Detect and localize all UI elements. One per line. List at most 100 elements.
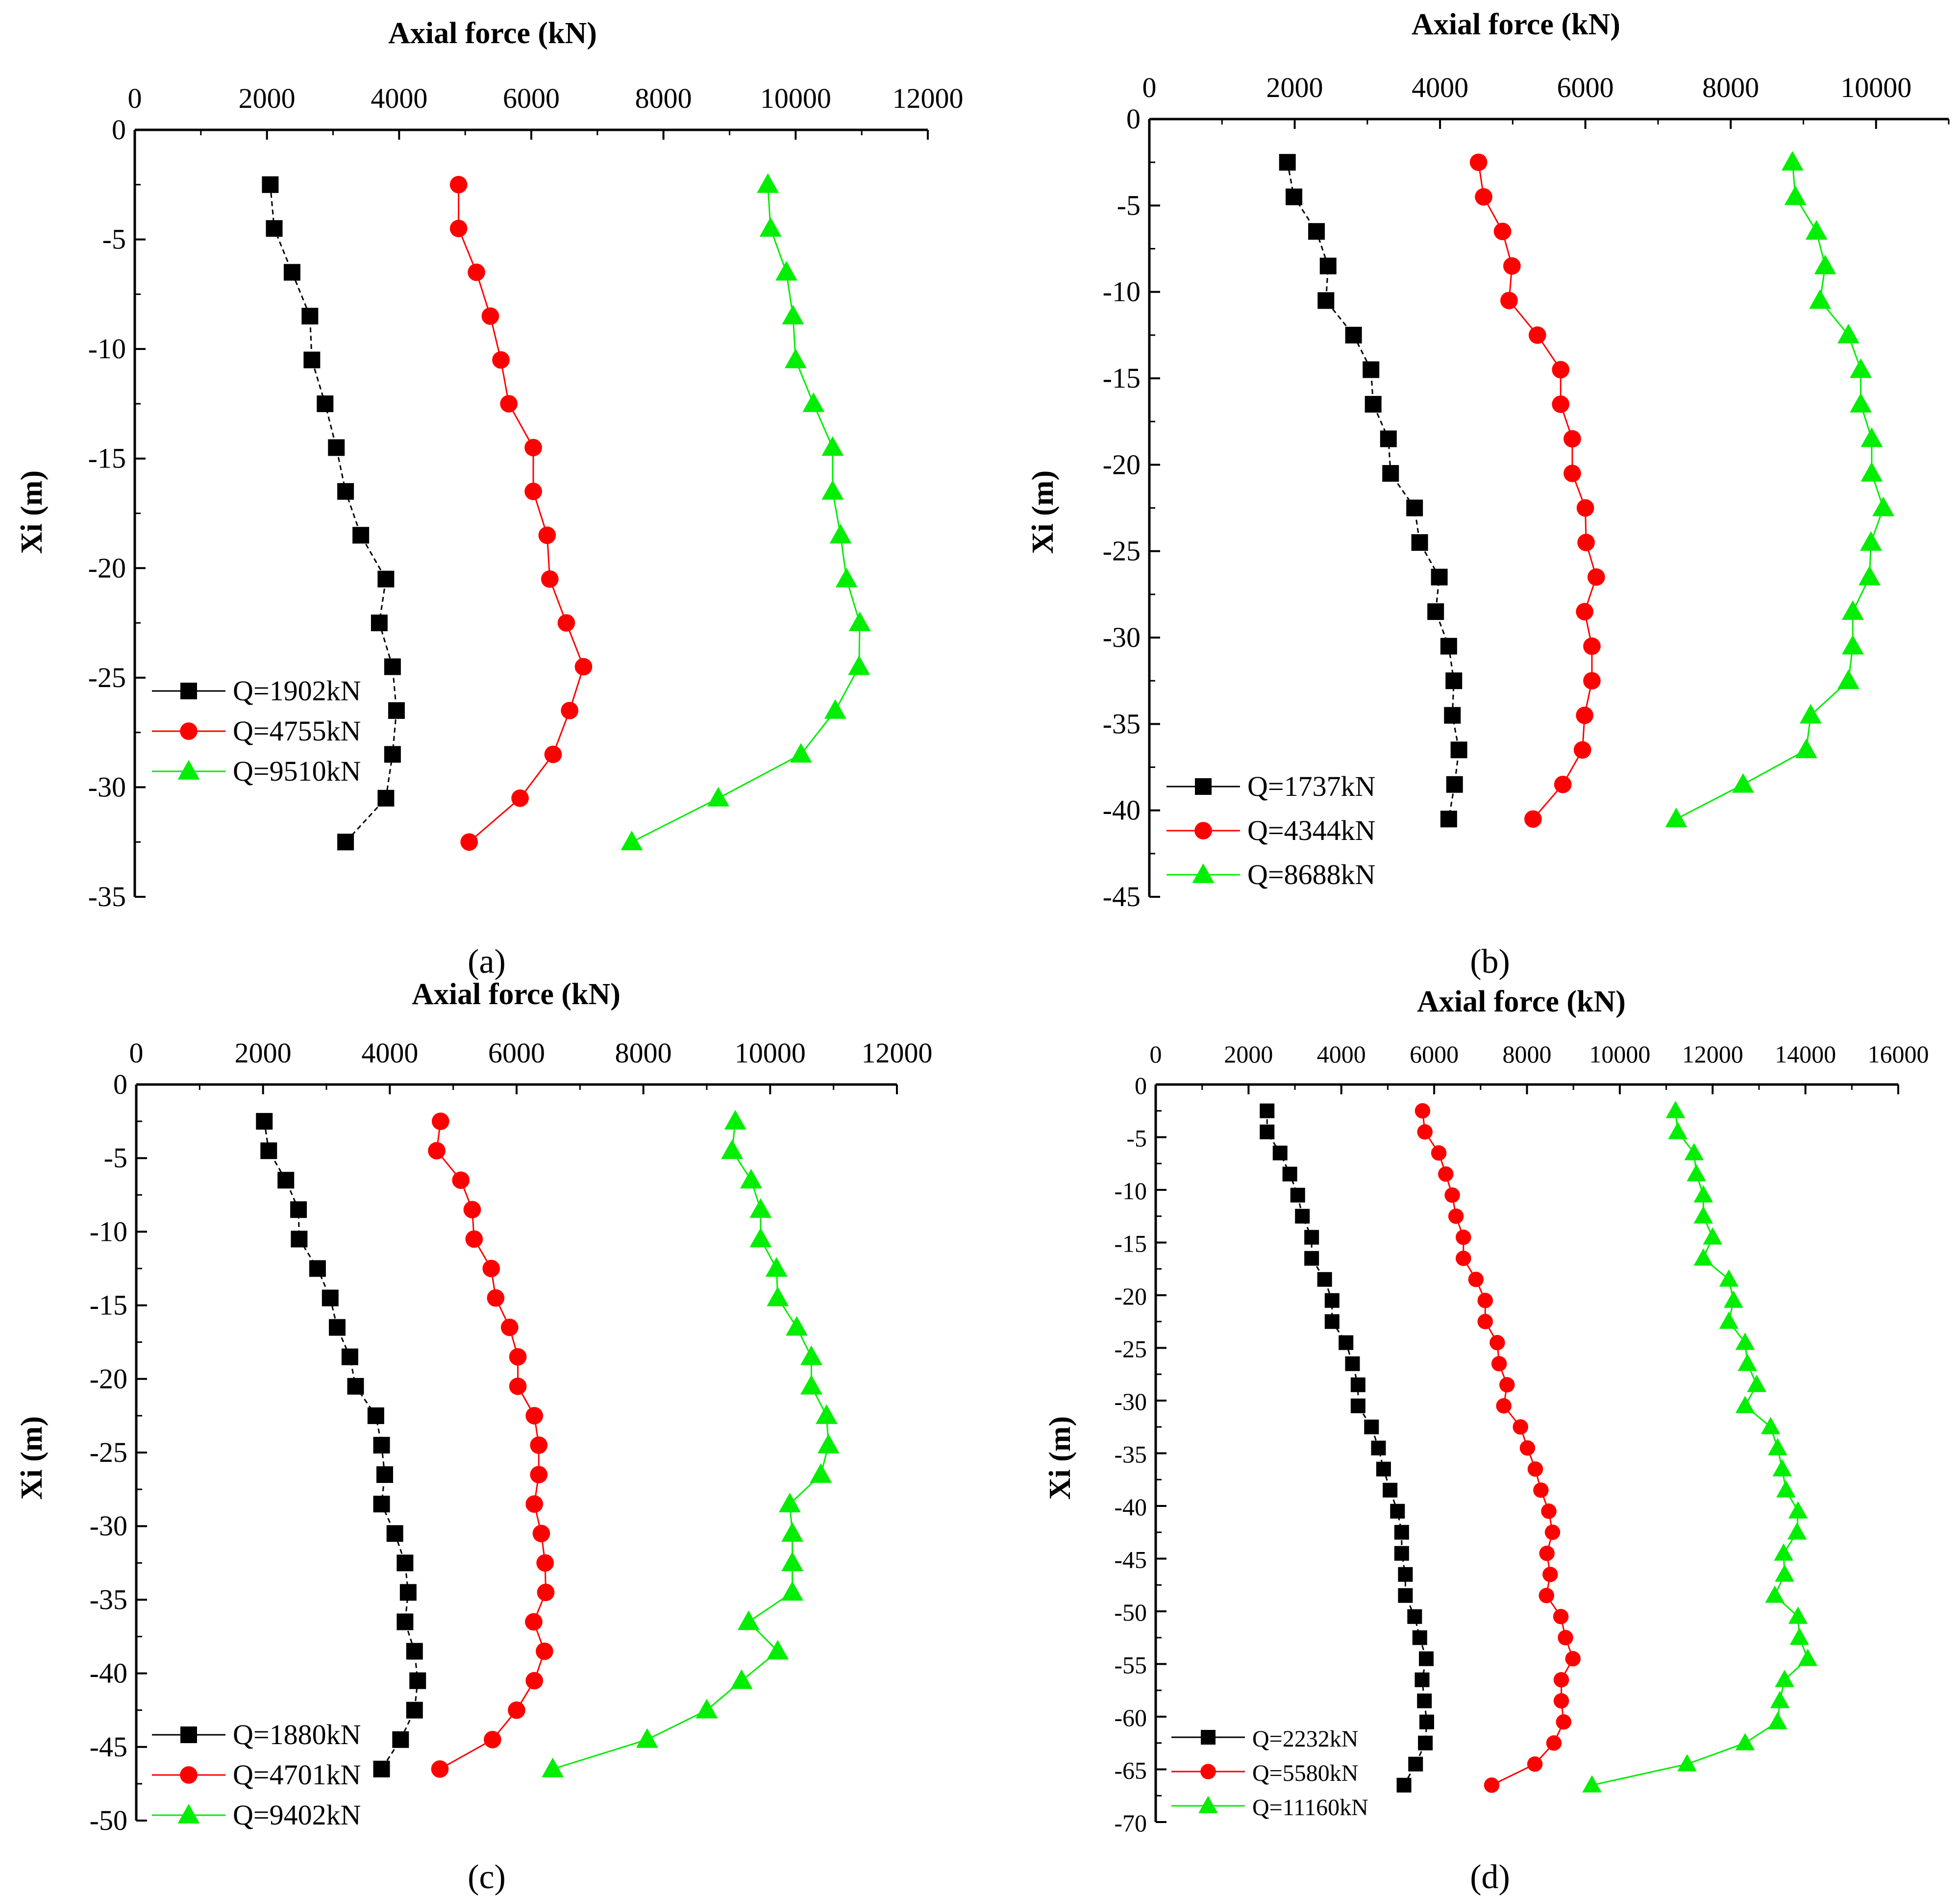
data-point	[538, 526, 556, 544]
data-point	[508, 1701, 525, 1719]
data-point	[428, 1142, 446, 1160]
data-point	[561, 702, 579, 719]
data-point	[1668, 1122, 1688, 1139]
data-point	[262, 176, 279, 193]
data-point	[1456, 1251, 1471, 1266]
y-tick-label: -30	[90, 1510, 127, 1542]
data-point	[1500, 292, 1518, 310]
data-point	[784, 348, 807, 369]
data-point	[449, 220, 468, 238]
data-point	[781, 1522, 804, 1542]
data-point	[1418, 1735, 1433, 1750]
y-tick-label: -10	[1103, 276, 1141, 308]
y-tick-label: -45	[1114, 1546, 1147, 1574]
data-point	[1427, 603, 1444, 620]
data-point	[1345, 326, 1362, 344]
data-point	[1542, 1567, 1558, 1582]
data-point	[1408, 1756, 1423, 1772]
data-point	[460, 833, 478, 851]
data-point	[1724, 1290, 1743, 1308]
y-tick-label: -45	[1103, 881, 1141, 912]
data-point	[1861, 462, 1883, 482]
data-point	[386, 1525, 403, 1542]
data-point	[1438, 1166, 1454, 1182]
data-point	[1556, 1714, 1572, 1730]
data-point	[1382, 465, 1399, 482]
data-point	[707, 787, 730, 807]
y-tick-label: 0	[113, 1068, 127, 1100]
data-point	[277, 1172, 295, 1189]
data-point	[821, 480, 844, 500]
y-tick-label: -25	[90, 1436, 127, 1468]
legend-label: Q=9402kN	[233, 1799, 361, 1831]
data-point	[1665, 808, 1687, 828]
y-tick-label: 0	[1126, 103, 1141, 135]
legend-marker	[177, 760, 200, 780]
data-point	[530, 1466, 548, 1483]
x-tick-label: 4000	[361, 1037, 418, 1069]
x-tick-label: 4000	[1412, 72, 1468, 103]
data-point	[767, 1286, 789, 1306]
data-point	[500, 395, 518, 413]
legend-label: Q=5580kN	[1252, 1760, 1358, 1786]
data-point	[1324, 1293, 1340, 1308]
data-point	[377, 789, 395, 807]
panel-c-plot: 0 2000 4000 6000 8000 10000 12000 0 -5 -10 -15 -20 -…	[90, 1037, 933, 1836]
y-tick-label: -10	[88, 333, 126, 365]
y-tick-label: -35	[90, 1583, 127, 1615]
data-point	[1860, 531, 1882, 551]
panel-d-plot: 0 2000 4000 6000 8000 10000 12000 14000 16000 0 -5…	[1114, 1040, 1929, 1837]
x-tick-label: 10000	[760, 82, 831, 114]
data-point	[1286, 188, 1303, 205]
x-tick-label: 6000	[1410, 1040, 1459, 1068]
y-tick-label: -15	[90, 1289, 127, 1321]
data-point	[802, 392, 825, 412]
data-point	[1735, 1733, 1755, 1750]
data-point	[1295, 1208, 1310, 1224]
data-point	[1419, 1714, 1434, 1729]
data-point	[392, 1731, 409, 1748]
y-tick-label: -5	[104, 1142, 127, 1174]
x-tick-label: 10000	[1589, 1040, 1650, 1068]
series-line	[269, 184, 397, 843]
data-point	[824, 699, 846, 719]
legend-marker	[177, 1803, 200, 1824]
legend-label: Q=4755kN	[233, 715, 361, 747]
data-point	[431, 1760, 449, 1778]
data-point	[1345, 1356, 1360, 1371]
data-point	[695, 1699, 718, 1719]
data-point	[1795, 739, 1817, 759]
data-point	[1528, 326, 1546, 344]
data-point	[1850, 358, 1872, 378]
legend-marker	[180, 1766, 198, 1784]
data-point	[1444, 1187, 1460, 1203]
data-point	[1576, 706, 1594, 724]
panel-b-plot: 0 2000 4000 6000 8000 10000 0 -5 -10 -15 -20 -25 -30…	[1103, 72, 1950, 912]
data-point	[721, 1139, 744, 1159]
data-point	[1737, 1354, 1758, 1371]
data-point	[1553, 1609, 1569, 1625]
data-point	[266, 220, 283, 237]
y-tick-label: -65	[1114, 1757, 1147, 1784]
data-point	[525, 1407, 544, 1425]
data-point	[1450, 741, 1467, 759]
data-point	[1772, 1459, 1792, 1477]
data-point	[781, 1552, 804, 1572]
data-point	[1552, 395, 1570, 413]
legend-marker	[1198, 1796, 1218, 1813]
data-point	[1563, 465, 1581, 482]
data-point	[541, 570, 559, 588]
data-point	[1365, 395, 1382, 413]
data-point	[1398, 1567, 1413, 1582]
data-point	[1784, 185, 1807, 205]
data-point	[1563, 430, 1581, 448]
data-point	[749, 1228, 772, 1248]
data-point	[1553, 1693, 1569, 1709]
data-point	[1775, 1564, 1794, 1582]
series-line	[631, 184, 861, 843]
data-point	[463, 1201, 481, 1219]
legend-label: Q=9510kN	[233, 755, 361, 787]
y-tick-label: -50	[1114, 1599, 1147, 1626]
data-point	[373, 1496, 390, 1513]
data-point	[1799, 704, 1822, 724]
